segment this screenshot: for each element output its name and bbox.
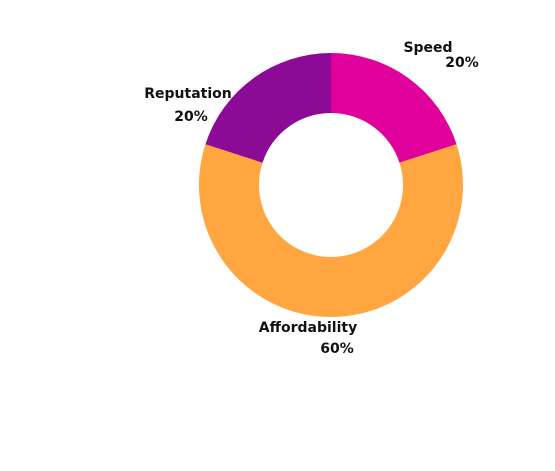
slice-value-label: 20% [174, 109, 208, 125]
slice-value-label: 20% [445, 55, 479, 71]
slice-label: Affordability [259, 320, 357, 336]
slice-label: Reputation [144, 86, 231, 102]
donut-slice [205, 53, 331, 163]
slice-value-label: 60% [320, 341, 354, 357]
donut-slice [199, 144, 464, 317]
donut-slice [331, 53, 457, 163]
slice-label: Speed [403, 40, 452, 56]
